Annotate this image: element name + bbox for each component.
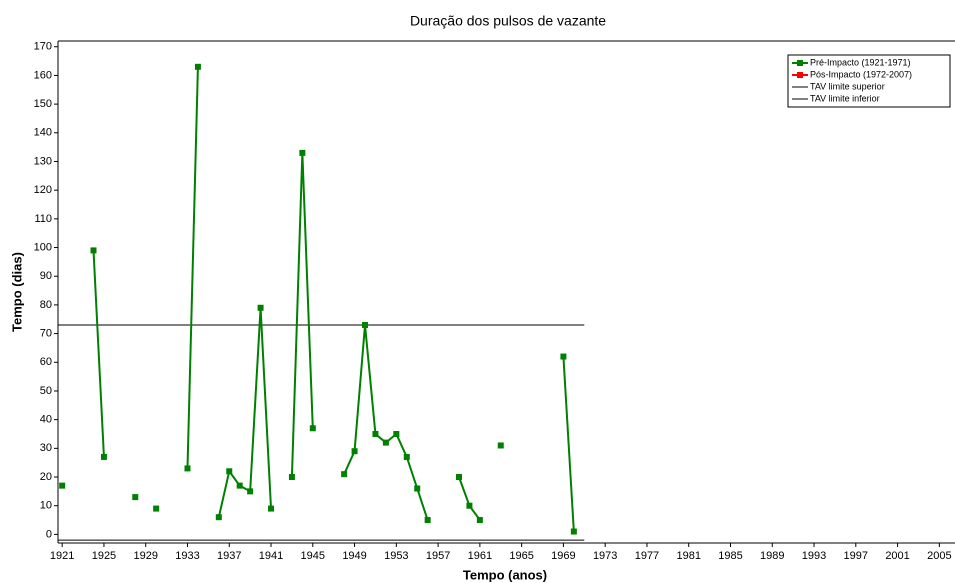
marker xyxy=(132,494,139,501)
y-tick-label: 100 xyxy=(34,241,52,253)
x-tick-label: 1925 xyxy=(92,550,116,562)
y-axis-title: Tempo (dias) xyxy=(9,252,24,332)
x-tick-label: 2001 xyxy=(885,550,909,562)
marker xyxy=(268,505,275,512)
y-tick-label: 80 xyxy=(40,299,52,311)
x-tick-label: 1945 xyxy=(301,550,325,562)
y-tick-label: 0 xyxy=(46,528,52,540)
y-tick-label: 30 xyxy=(40,442,52,454)
x-tick-label: 1969 xyxy=(551,550,575,562)
marker xyxy=(100,453,107,460)
y-tick-label: 160 xyxy=(34,69,52,81)
series-line xyxy=(562,356,575,532)
y-tick-label: 140 xyxy=(34,127,52,139)
marker xyxy=(466,502,473,509)
marker xyxy=(59,482,66,489)
y-tick-label: 170 xyxy=(34,41,52,53)
legend-label: Pré-Impacto (1921-1971) xyxy=(810,57,911,67)
marker xyxy=(497,442,504,449)
x-tick-label: 1941 xyxy=(259,550,283,562)
marker xyxy=(414,485,421,492)
marker xyxy=(153,505,160,512)
x-tick-label: 1961 xyxy=(468,550,492,562)
series-line xyxy=(290,152,314,478)
x-tick-label: 1997 xyxy=(844,550,868,562)
marker xyxy=(560,353,567,360)
marker xyxy=(247,488,254,495)
x-tick-label: 1973 xyxy=(593,550,617,562)
x-tick-label: 1933 xyxy=(175,550,199,562)
marker xyxy=(299,149,306,156)
marker xyxy=(403,453,410,460)
y-tick-label: 130 xyxy=(34,155,52,167)
x-tick-label: 1957 xyxy=(426,550,450,562)
x-axis-title: Tempo (anos) xyxy=(463,567,547,582)
legend-label: TAV limite superior xyxy=(810,81,885,91)
x-tick-label: 1937 xyxy=(217,550,241,562)
marker xyxy=(393,430,400,437)
legend-label: TAV limite inferior xyxy=(810,93,880,103)
marker xyxy=(309,425,316,432)
marker xyxy=(351,448,358,455)
y-tick-label: 150 xyxy=(34,98,52,110)
y-tick-label: 90 xyxy=(40,270,52,282)
series-line xyxy=(186,66,199,469)
x-tick-label: 1977 xyxy=(635,550,659,562)
marker xyxy=(570,528,577,535)
marker xyxy=(236,482,243,489)
x-tick-label: 2005 xyxy=(927,550,951,562)
marker xyxy=(341,471,348,478)
marker xyxy=(184,465,191,472)
y-tick-label: 50 xyxy=(40,385,52,397)
legend-marker xyxy=(797,72,803,78)
x-tick-label: 1921 xyxy=(50,550,74,562)
y-tick-label: 20 xyxy=(40,471,52,483)
legend-label: Pós-Impacto (1972-2007) xyxy=(810,69,912,79)
y-tick-label: 70 xyxy=(40,328,52,340)
series-line xyxy=(458,476,481,521)
marker xyxy=(476,517,483,524)
marker xyxy=(424,517,431,524)
y-tick-label: 10 xyxy=(40,500,52,512)
y-tick-label: 110 xyxy=(34,213,52,225)
marker xyxy=(455,474,462,481)
x-tick-label: 1993 xyxy=(802,550,826,562)
x-tick-label: 1949 xyxy=(342,550,366,562)
marker xyxy=(194,63,201,70)
series-line xyxy=(92,250,105,457)
y-tick-label: 60 xyxy=(40,356,52,368)
legend-box xyxy=(787,54,951,108)
x-tick-label: 1965 xyxy=(509,550,533,562)
marker xyxy=(90,247,97,254)
x-tick-label: 1981 xyxy=(676,550,700,562)
marker xyxy=(362,321,369,328)
marker xyxy=(372,430,379,437)
y-tick-label: 40 xyxy=(40,414,52,426)
x-tick-label: 1929 xyxy=(133,550,157,562)
chart-title: Duração dos pulsos de vazante xyxy=(410,13,606,29)
marker xyxy=(382,439,389,446)
marker xyxy=(257,304,264,311)
marker xyxy=(226,468,233,475)
marker xyxy=(215,514,222,521)
x-tick-label: 1953 xyxy=(384,550,408,562)
x-tick-label: 1989 xyxy=(760,550,784,562)
series-line xyxy=(217,307,273,518)
marker xyxy=(288,474,295,481)
legend-marker xyxy=(797,60,803,66)
x-tick-label: 1985 xyxy=(718,550,742,562)
y-tick-label: 120 xyxy=(34,184,52,196)
